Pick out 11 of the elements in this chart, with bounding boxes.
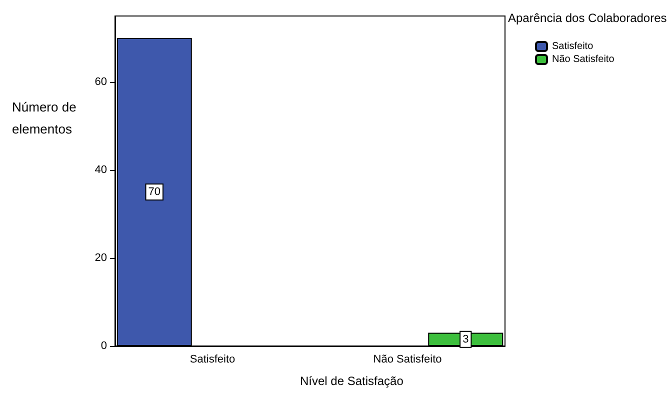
legend-label: Não Satisfeito	[552, 54, 615, 65]
legend-label: Satisfeito	[552, 41, 594, 52]
y-axis-title: Número de elementos	[12, 100, 80, 136]
legend-title: Aparência dos Colaboradores	[508, 11, 667, 25]
y-tick-label: 0	[100, 340, 107, 352]
y-tick-label: 60	[94, 76, 107, 88]
data-label: 3	[462, 333, 469, 346]
x-axis-title: Nível de Satisfação	[300, 374, 404, 388]
y-tick-label: 40	[94, 164, 107, 176]
data-label: 70	[148, 186, 160, 198]
y-tick-label: 20	[94, 252, 107, 264]
